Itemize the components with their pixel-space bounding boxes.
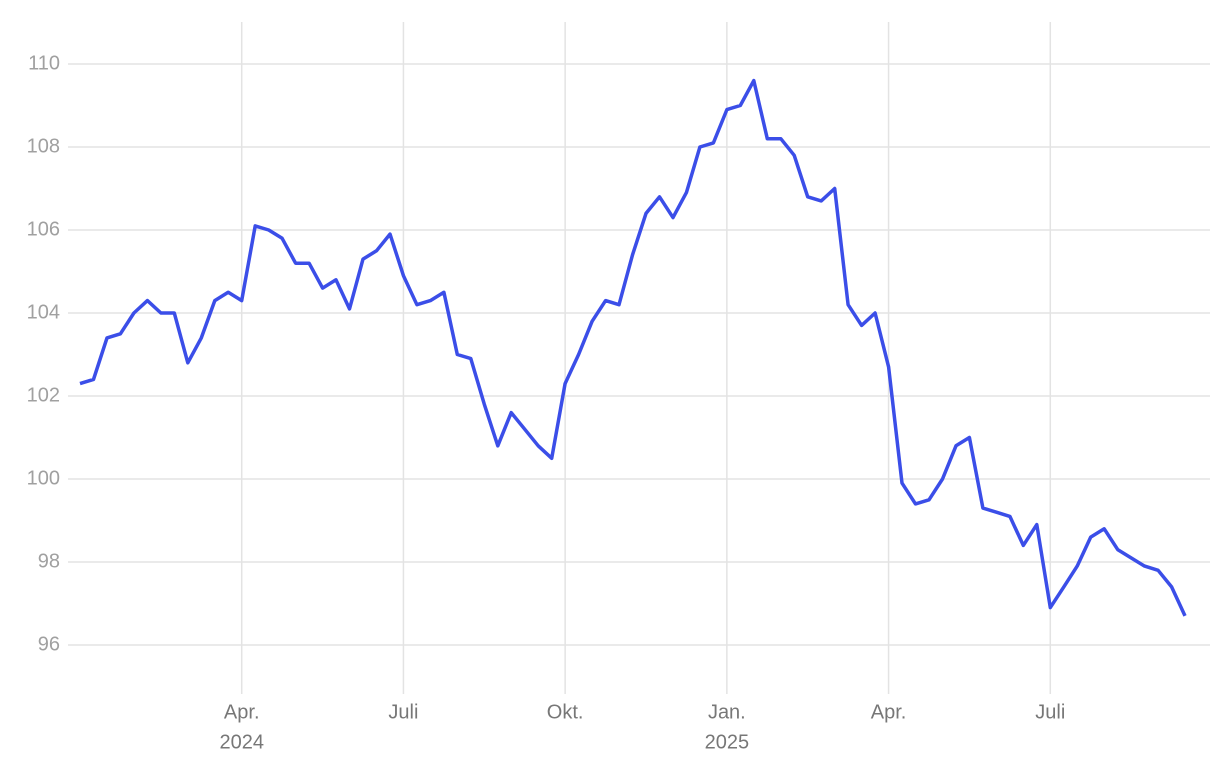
x-tick-year: 2024: [219, 731, 264, 753]
x-tick-label: Juli: [388, 701, 418, 723]
y-tick-label: 102: [27, 384, 60, 406]
x-tick-label: Apr.: [871, 701, 907, 723]
x-tick-label: Jan.: [708, 701, 746, 723]
x-tick-label: Juli: [1035, 701, 1065, 723]
y-tick-label: 110: [28, 52, 60, 74]
x-tick-year: 2025: [705, 731, 750, 753]
y-tick-label: 100: [27, 467, 60, 489]
y-tick-label: 106: [27, 218, 60, 240]
x-tick-label: Okt.: [547, 701, 584, 723]
y-tick-label: 108: [27, 135, 60, 157]
data-line: [79, 78, 1187, 617]
x-tick-label: Apr.: [224, 701, 260, 723]
y-tick-label: 96: [38, 633, 60, 655]
y-tick-label: 104: [27, 301, 60, 323]
y-tick-label: 98: [38, 550, 60, 572]
